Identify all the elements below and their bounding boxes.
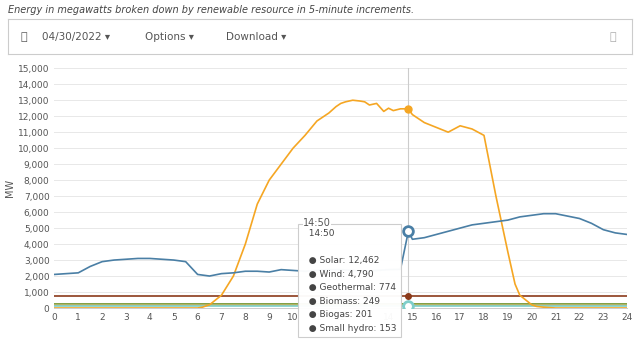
Y-axis label: MW: MW	[5, 179, 15, 197]
Text: Options ▾: Options ▾	[145, 32, 194, 42]
Text: 14:50: 14:50	[303, 218, 331, 228]
Text: 04/30/2022 ▾: 04/30/2022 ▾	[42, 32, 110, 42]
Text: Download ▾: Download ▾	[226, 32, 287, 42]
Text: 14:50

  ● Solar: 12,462
  ● Wind: 4,790
  ● Geothermal: 774
  ● Biomass: 249
  : 14:50 ● Solar: 12,462 ● Wind: 4,790 ● Ge…	[303, 229, 396, 333]
Text: ⓘ: ⓘ	[609, 32, 616, 42]
Text: 📅: 📅	[20, 32, 27, 42]
Text: Energy in megawatts broken down by renewable resource in 5-minute increments.: Energy in megawatts broken down by renew…	[8, 5, 414, 15]
